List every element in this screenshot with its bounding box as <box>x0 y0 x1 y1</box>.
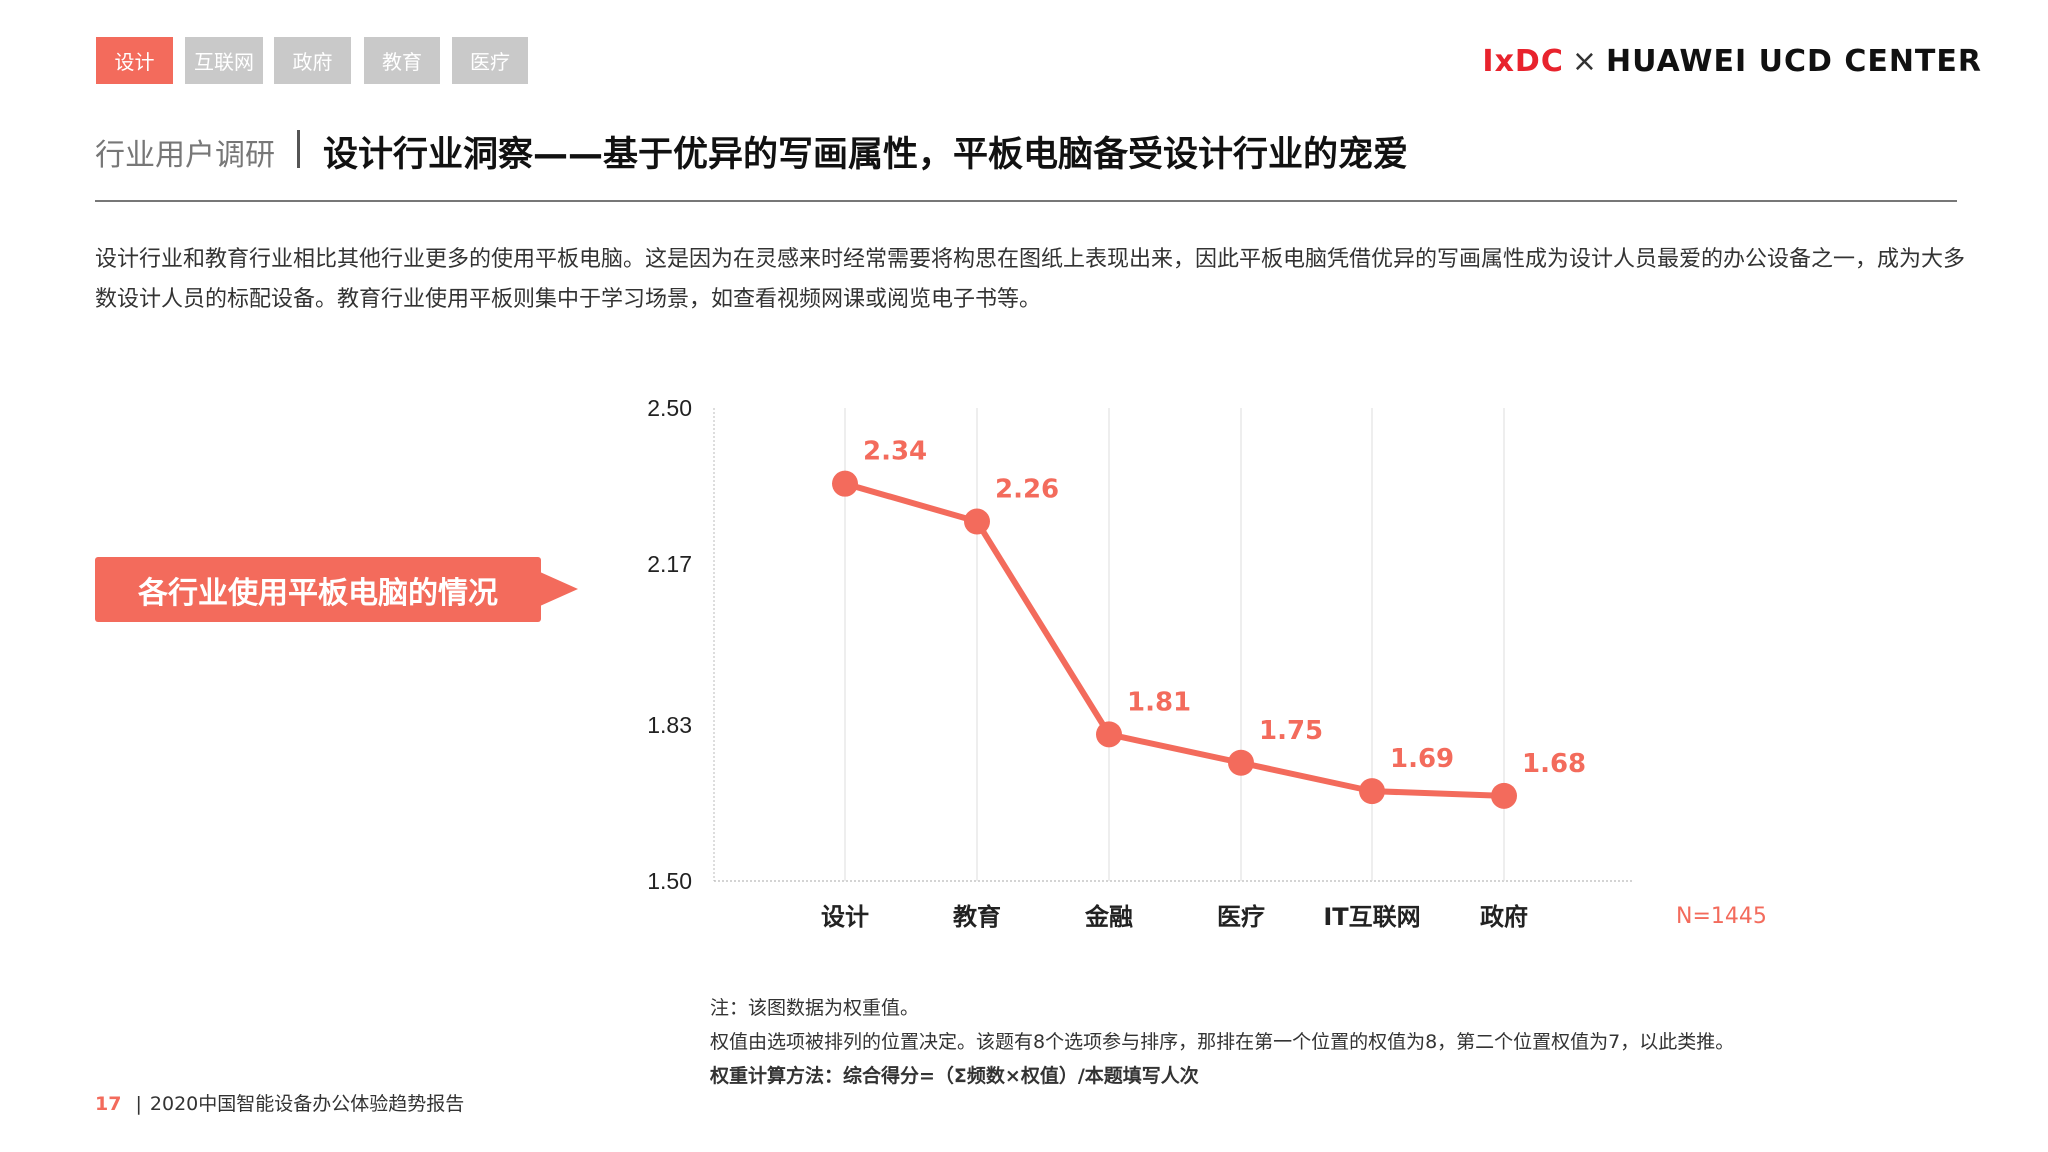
y-tick-label: 1.50 <box>647 868 692 894</box>
tab-medical[interactable]: 医疗 <box>452 37 528 84</box>
intro-paragraph: 设计行业和教育行业相比其他行业更多的使用平板电脑。这是因为在灵感来时经常需要将构… <box>95 247 1966 312</box>
chart-badge: 各行业使用平板电脑的情况 <box>95 557 541 622</box>
logo: IxDC × HUAWEI UCD CENTER <box>1482 44 1982 79</box>
data-point <box>1096 721 1122 748</box>
x-tick-label: 设计 <box>821 903 869 931</box>
report-name: 2020中国智能设备办公体验趋势报告 <box>149 1093 465 1115</box>
x-tick-label: 教育 <box>953 903 1001 931</box>
data-point <box>964 508 990 535</box>
x-tick-label: IT互联网 <box>1323 903 1420 931</box>
x-tick-label: 金融 <box>1084 903 1133 931</box>
note-3: 权重计算方法：综合得分=（Σ频数×权值）/本题填写人次 <box>710 1065 1199 1087</box>
tab-government[interactable]: 政府 <box>274 37 351 84</box>
data-label: 1.81 <box>1127 687 1191 717</box>
logo-separator: × <box>1571 44 1598 79</box>
note-1: 注：该图数据为权重值。 <box>710 997 920 1019</box>
data-label: 1.69 <box>1390 744 1454 774</box>
y-tick-label: 2.17 <box>647 551 692 577</box>
page-title: 设计行业洞察——基于优异的写画属性，平板电脑备受设计行业的宠爱 <box>323 135 1409 175</box>
data-label: 2.26 <box>995 475 1059 505</box>
data-label: 2.34 <box>863 437 927 467</box>
x-tick-label: 政府 <box>1480 903 1528 931</box>
tab-design[interactable]: 设计 <box>96 37 173 84</box>
data-point <box>1491 782 1517 809</box>
badge-arrow <box>540 572 578 606</box>
y-tick-label: 1.83 <box>647 712 692 738</box>
data-label: 1.75 <box>1259 716 1323 746</box>
footer: 17 | 2020中国智能设备办公体验趋势报告 <box>95 1089 464 1116</box>
series-line <box>844 480 1505 799</box>
page-number: 17 <box>95 1093 122 1115</box>
data-point <box>1228 749 1254 776</box>
y-tick-label: 2.50 <box>647 395 692 421</box>
divider <box>297 130 300 168</box>
tab-education[interactable]: 教育 <box>364 37 440 84</box>
tab-internet[interactable]: 互联网 <box>185 37 263 84</box>
logo-huawei: HUAWEI UCD CENTER <box>1605 44 1982 79</box>
x-tick-label: 医疗 <box>1217 903 1265 931</box>
data-label: 1.68 <box>1522 749 1586 779</box>
header-rule <box>95 200 1957 202</box>
section-label: 行业用户调研 <box>95 138 275 173</box>
sample-size-label: N=1445 <box>1676 904 1767 929</box>
logo-ixdc: IxDC <box>1482 44 1564 79</box>
footer-separator: | <box>135 1093 142 1115</box>
data-point <box>1359 778 1385 805</box>
data-point <box>832 470 858 497</box>
note-2: 权值由选项被排列的位置决定。该题有8个选项参与排序，那排在第一个位置的权值为8，… <box>710 1031 1735 1053</box>
